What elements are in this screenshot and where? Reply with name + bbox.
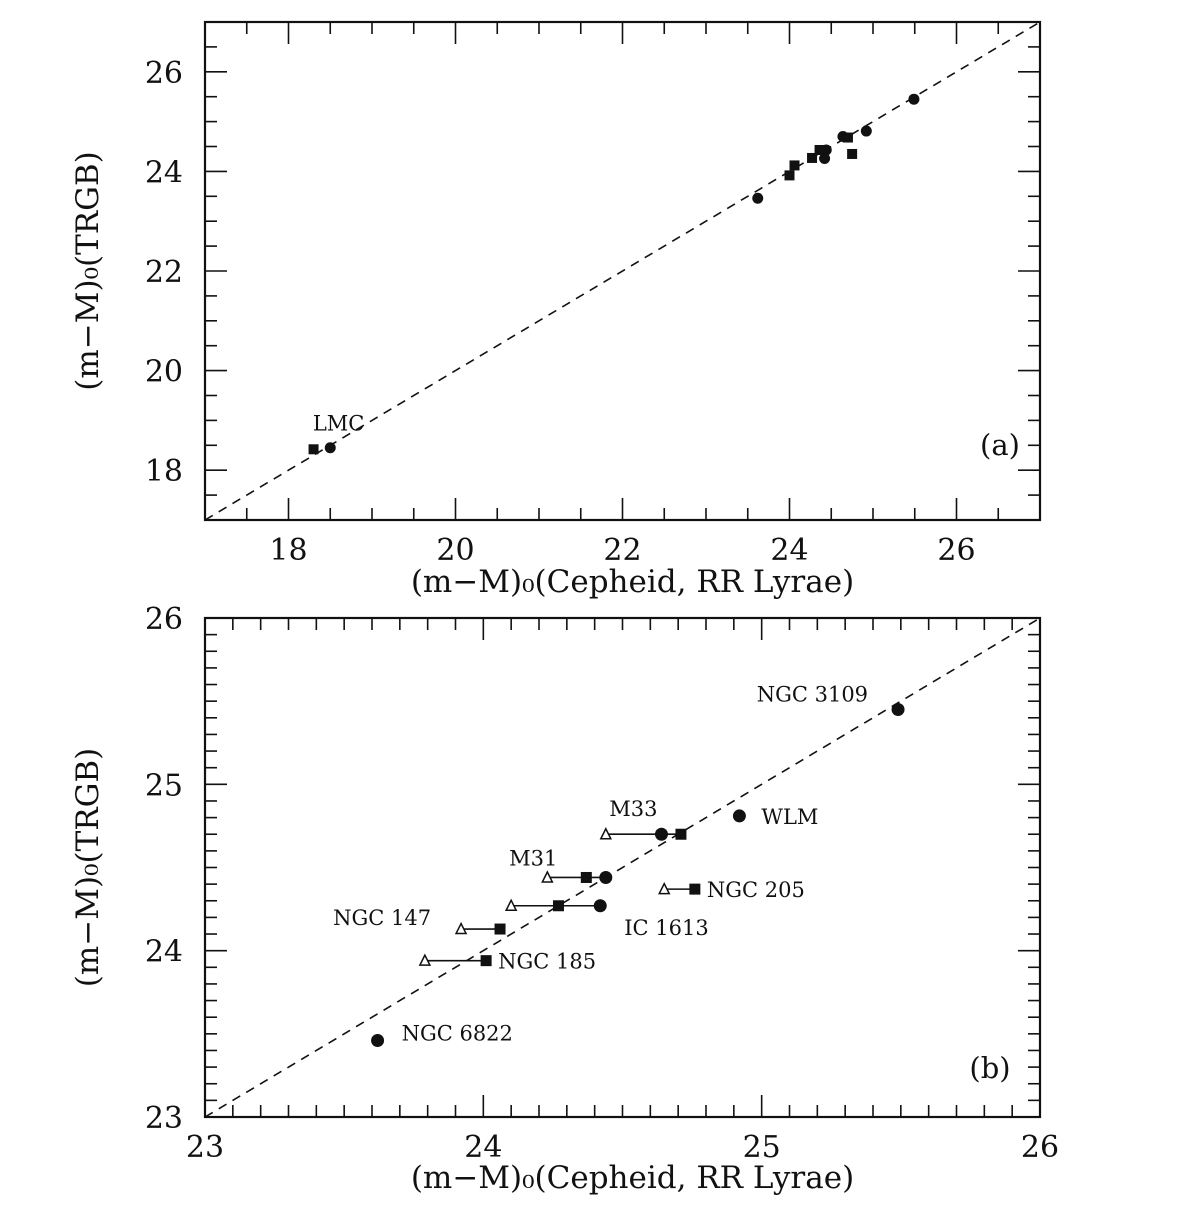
data-point-circle	[654, 827, 668, 841]
x-tick-label: 23	[186, 1130, 224, 1165]
data-point-triangle	[658, 881, 671, 895]
x-tick-label: 26	[1021, 1130, 1059, 1165]
galaxy-label: IC 1613	[624, 916, 708, 940]
data-point-square	[480, 955, 492, 967]
y-tick-label: 24	[145, 155, 183, 190]
y-tick-label: 20	[145, 355, 183, 390]
plot-frame	[203, 20, 1042, 522]
reference-line-y-equals-x	[204, 21, 1041, 521]
data-point-circle	[599, 870, 613, 884]
data-point-square	[807, 152, 818, 163]
data-point-circle	[752, 192, 764, 204]
data-point-square	[580, 871, 592, 883]
plot-frame	[203, 616, 1042, 1119]
panel-tag: (b)	[969, 1051, 1010, 1085]
data-point-circle	[891, 702, 905, 716]
y-axis-label: (m−M)₀(TRGB)	[70, 748, 106, 987]
panel-tag: (a)	[980, 428, 1020, 462]
y-tick-label: 18	[145, 454, 183, 489]
data-point-triangle	[541, 870, 554, 883]
data-point-square	[789, 160, 800, 171]
data-point-circle	[837, 131, 849, 143]
data-point-triangle	[454, 921, 468, 935]
x-tick-label: 22	[603, 533, 641, 568]
data-point-square	[689, 883, 701, 895]
data-point-square	[847, 148, 858, 159]
galaxy-label: M31	[509, 846, 557, 870]
x-axis-label: (m−M)₀(Cepheid, RR Lyrae)	[411, 564, 854, 600]
data-point-triangle	[418, 953, 432, 966]
data-point-circle	[860, 125, 872, 137]
x-tick-label: 24	[464, 1130, 502, 1165]
y-tick-label: 22	[145, 255, 183, 290]
data-point-triangle	[599, 827, 613, 840]
galaxy-label: NGC 3109	[757, 682, 868, 706]
data-point-square	[308, 444, 319, 455]
y-tick-label: 26	[145, 56, 183, 91]
data-point-circle	[819, 152, 831, 164]
data-point-circle	[371, 1033, 385, 1047]
data-point-square	[784, 170, 795, 181]
galaxy-label: NGC 205	[707, 878, 805, 902]
panel-a: 18 20 22 24 26 18 20 22 24 26 (m−M)₀(Cepheid, RR L…	[70, 20, 1042, 600]
y-tick-label: 26	[145, 602, 183, 637]
data-point-circle	[324, 442, 336, 454]
y-tick-label: 25	[145, 768, 183, 803]
x-tick-label: 24	[770, 533, 808, 568]
galaxy-label: NGC 185	[498, 950, 596, 974]
data-point-circle	[908, 93, 920, 105]
data-point-circle	[820, 144, 832, 156]
galaxy-label: M33	[609, 797, 657, 821]
x-tick-label: 20	[436, 533, 474, 568]
data-point-square	[814, 144, 825, 155]
panel-b: 23 24 25 26 23 24 25 26 (m−M)₀(Cepheid, RR Lyrae…	[70, 602, 1059, 1196]
data-point-square	[494, 923, 506, 935]
x-tick-label: 26	[937, 533, 975, 568]
galaxy-label: NGC 147	[333, 906, 431, 930]
y-axis-label: (m−M)₀(TRGB)	[70, 151, 106, 390]
annotation-label: LMC	[313, 411, 365, 435]
data-point-square	[552, 900, 564, 912]
galaxy-label: WLM	[761, 805, 818, 829]
y-tick-label: 23	[145, 1101, 183, 1136]
data-point-triangle	[504, 898, 518, 912]
x-tick-label: 25	[743, 1130, 781, 1165]
data-point-circle	[732, 809, 746, 823]
y-tick-label: 24	[145, 935, 183, 970]
x-tick-label: 18	[269, 533, 307, 568]
data-point-circle	[593, 899, 607, 913]
data-point-square	[675, 828, 687, 840]
galaxy-label: NGC 6822	[402, 1021, 513, 1045]
x-axis-label: (m−M)₀(Cepheid, RR Lyrae)	[411, 1160, 854, 1196]
reference-line-y-equals-x	[204, 617, 1041, 1118]
